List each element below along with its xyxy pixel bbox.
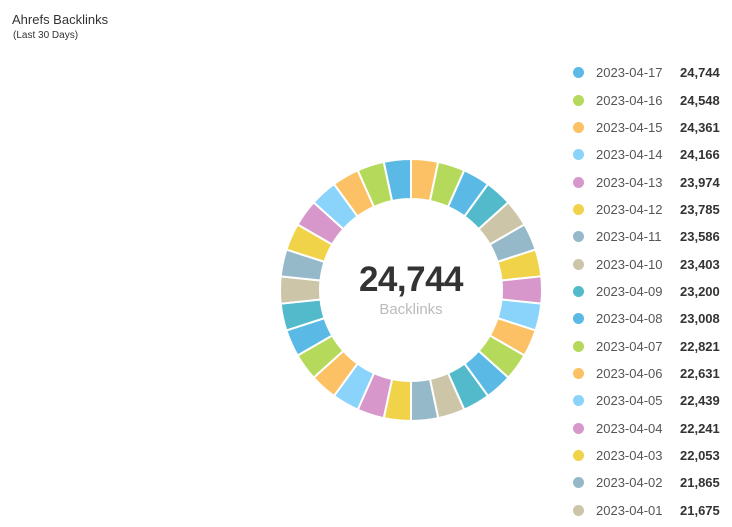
legend-color-dot-icon <box>573 504 584 516</box>
legend-value: 22,241 <box>680 420 720 436</box>
legend-date: 2023-04-08 <box>596 311 663 327</box>
legend-item[interactable]: 2023-04-13 23,974 <box>573 168 732 195</box>
legend-color-dot-icon <box>573 395 584 407</box>
legend-item[interactable]: 2023-04-17 24,744 <box>573 59 732 86</box>
legend-value: 22,631 <box>680 365 720 381</box>
chart-legend: 2023-04-17 24,744 2023-04-16 24,548 2023-04-… <box>573 59 732 524</box>
legend-value: 22,821 <box>680 338 720 354</box>
legend-item[interactable]: 2023-04-09 23,200 <box>573 278 732 305</box>
legend-value: 22,439 <box>680 393 720 409</box>
legend-item[interactable]: 2023-04-15 24,361 <box>573 114 732 141</box>
legend-date: 2023-04-02 <box>596 475 663 491</box>
legend-item[interactable]: 2023-04-16 24,548 <box>573 86 732 113</box>
legend-value: 22,053 <box>680 447 720 463</box>
legend-value: 23,785 <box>680 201 720 217</box>
donut-center-label: Backlinks <box>379 301 443 318</box>
legend-value: 24,166 <box>680 147 720 163</box>
legend-date: 2023-04-09 <box>596 283 663 299</box>
legend-color-dot-icon <box>573 258 584 270</box>
legend-date: 2023-04-03 <box>596 447 663 463</box>
legend-color-dot-icon <box>573 285 584 297</box>
chart-subtitle: (Last 30 Days) <box>13 30 79 41</box>
legend-color-dot-icon <box>573 313 584 325</box>
legend-color-dot-icon <box>573 176 584 188</box>
legend-value: 24,744 <box>680 65 720 81</box>
legend-value: 23,008 <box>680 311 720 327</box>
legend-value: 24,361 <box>680 119 720 135</box>
legend-item[interactable]: 2023-04-11 23,586 <box>573 223 732 250</box>
legend-color-dot-icon <box>573 121 584 133</box>
legend-date: 2023-04-04 <box>596 420 663 436</box>
legend-item[interactable]: 2023-04-06 22,631 <box>573 360 732 387</box>
legend-value: 23,403 <box>680 256 720 272</box>
legend-color-dot-icon <box>573 367 584 379</box>
legend-color-dot-icon <box>573 203 584 215</box>
legend-value: 23,586 <box>680 229 720 245</box>
legend-item[interactable]: 2023-04-10 23,403 <box>573 250 732 277</box>
legend-item[interactable]: 2023-04-08 23,008 <box>573 305 732 332</box>
legend-date: 2023-04-13 <box>596 174 663 190</box>
legend-date: 2023-04-15 <box>596 119 663 135</box>
legend-date: 2023-04-01 <box>596 502 663 518</box>
donut-segment[interactable] <box>382 157 412 203</box>
legend-item[interactable]: 2023-04-05 22,439 <box>573 387 732 414</box>
legend-date: 2023-04-05 <box>596 393 663 409</box>
legend-value: 21,675 <box>680 502 720 518</box>
legend-item[interactable]: 2023-04-14 24,166 <box>573 141 732 168</box>
legend-value: 23,200 <box>680 283 720 299</box>
legend-item[interactable]: 2023-04-03 22,053 <box>573 442 732 469</box>
legend-item[interactable]: 2023-04-02 21,865 <box>573 469 732 496</box>
legend-date: 2023-04-17 <box>596 65 663 81</box>
legend-date: 2023-04-12 <box>596 201 663 217</box>
legend-color-dot-icon <box>573 94 584 106</box>
legend-date: 2023-04-14 <box>596 147 663 163</box>
legend-item[interactable]: 2023-04-04 22,241 <box>573 414 732 441</box>
legend-item[interactable]: 2023-04-07 22,821 <box>573 332 732 359</box>
legend-value: 24,548 <box>680 92 720 108</box>
legend-date: 2023-04-16 <box>596 92 663 108</box>
chart-title: Ahrefs Backlinks <box>12 12 109 27</box>
donut-center-value: 24,744 <box>358 260 464 299</box>
legend-date: 2023-04-11 <box>596 229 662 245</box>
legend-color-dot-icon <box>573 422 584 434</box>
legend-value: 23,974 <box>680 174 720 190</box>
legend-color-dot-icon <box>573 149 584 161</box>
legend-item[interactable]: 2023-04-01 21,675 <box>573 497 732 524</box>
legend-color-dot-icon <box>573 340 584 352</box>
legend-item[interactable]: 2023-04-12 23,785 <box>573 196 732 223</box>
legend-date: 2023-04-06 <box>596 365 663 381</box>
legend-color-dot-icon <box>573 477 584 489</box>
legend-value: 21,865 <box>680 475 720 491</box>
legend-date: 2023-04-07 <box>596 338 663 354</box>
legend-date: 2023-04-10 <box>596 256 663 272</box>
legend-color-dot-icon <box>573 449 584 461</box>
legend-color-dot-icon <box>573 67 584 79</box>
legend-color-dot-icon <box>573 231 584 243</box>
